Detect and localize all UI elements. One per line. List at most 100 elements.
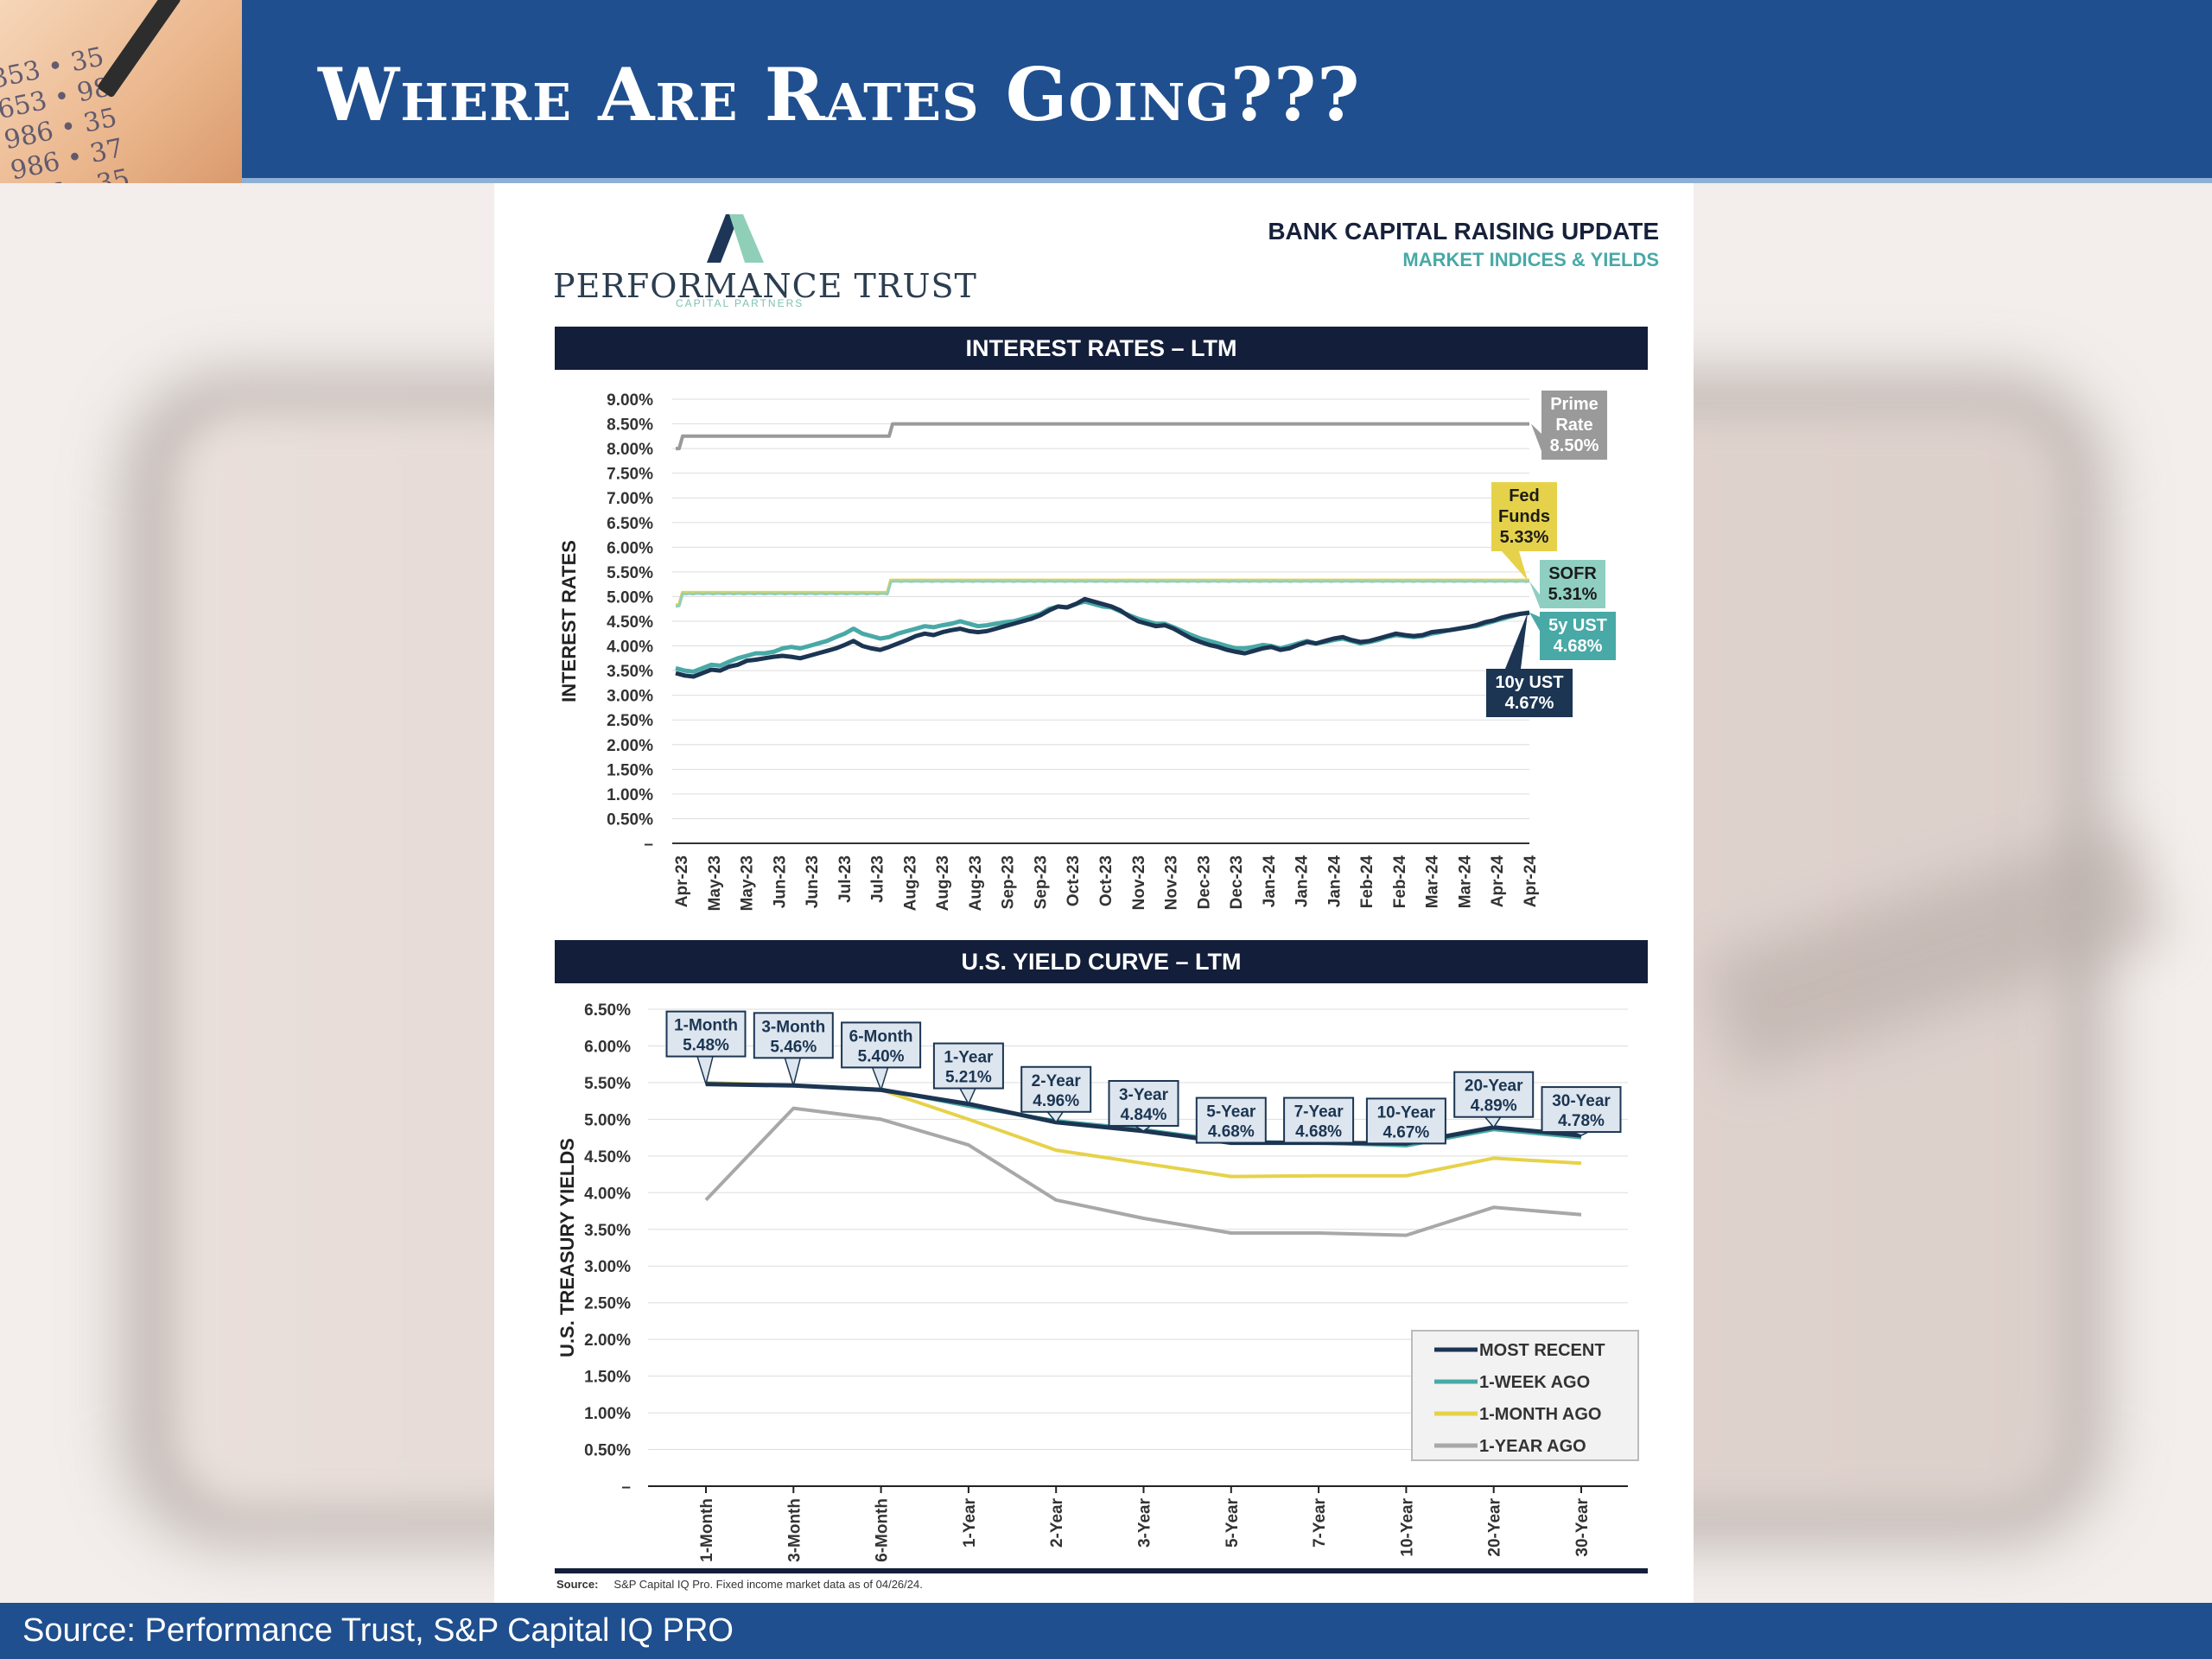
chart2-legend xyxy=(1411,1330,1639,1461)
source-note: Source: S&P Capital IQ Pro. Fixed income … xyxy=(556,1578,923,1591)
prime-callout-box xyxy=(1541,391,1607,460)
sofr-line xyxy=(675,580,1530,608)
sofr-callout-text: SOFR xyxy=(1548,564,1597,583)
ust5-callout-text: 5y UST xyxy=(1548,616,1607,635)
footer-source: Source: Performance Trust, S&P Capital I… xyxy=(22,1612,734,1649)
document-subtitle: MARKET INDICES & YIELDS xyxy=(1402,249,1659,270)
yield-callout-box xyxy=(1283,1096,1355,1144)
yield-callout-box xyxy=(932,1042,1004,1090)
prime-callout-text: Prime xyxy=(1550,395,1599,414)
ust5-callout-box xyxy=(1540,612,1616,660)
yield-callout-value: 4.89% xyxy=(1471,1097,1517,1116)
ust10-callout-box xyxy=(1486,669,1573,717)
chart2-ytick: – xyxy=(621,1478,631,1497)
logo-name: PERFORMANCE TRUST xyxy=(553,267,977,305)
yield-callout-value: 4.78% xyxy=(1558,1112,1605,1130)
document-title: BANK CAPITAL RAISING UPDATE xyxy=(1268,218,1659,245)
chart2-ytick: 5.50% xyxy=(584,1075,631,1093)
yield-callout-label: 10-Year xyxy=(1377,1103,1436,1122)
yield-callout-box xyxy=(1541,1086,1622,1134)
yield-callout-box xyxy=(753,1012,834,1059)
yield-callout-label: 1-Year xyxy=(944,1049,994,1067)
chart2-xtick: 2-Year xyxy=(1048,1497,1066,1548)
sofr-callout-text: 5.31% xyxy=(1548,585,1598,604)
chart1-title-band: INTEREST RATES – LTM xyxy=(555,327,1648,370)
header-thumbnail: 353 • 35 653 • 98 986 • 35 986 • 37 986 … xyxy=(0,0,242,183)
chart2-ytick: 4.00% xyxy=(584,1185,631,1203)
chart1-ytick: 4.00% xyxy=(607,639,653,657)
sofr-callout-box xyxy=(1540,560,1605,608)
chart2-xtick: 30-Year xyxy=(1573,1497,1592,1556)
chart2-xtick: 10-Year xyxy=(1398,1497,1416,1556)
chart2-xtick: 1-Month xyxy=(698,1498,716,1562)
yield-callout-label: 5-Year xyxy=(1206,1103,1256,1122)
chart1-xtick: Aug-23 xyxy=(901,855,919,911)
yield-callout-label: 6-Month xyxy=(849,1027,913,1046)
chart1-ytick: 3.00% xyxy=(607,688,653,706)
yield-callout-pointer xyxy=(696,1055,714,1087)
chart1-ytick: 3.50% xyxy=(607,663,653,681)
chart1-ytick: 6.00% xyxy=(607,539,653,557)
chart2-ytick: 4.50% xyxy=(584,1148,631,1166)
legend-label: 1-MONTH AGO xyxy=(1479,1405,1601,1424)
chart1-xtick: Dec-23 xyxy=(1228,855,1246,909)
yield-callout-pointer xyxy=(784,1057,802,1089)
chart1-xtick: Apr-23 xyxy=(673,855,691,907)
chart1-xtick: Sep-23 xyxy=(1032,855,1050,909)
yield-curve-chart: – 0.50% 1.00% 1.50% 2.00% 2.50% 3.00% 3.50% 4.00… xyxy=(556,1001,1639,1562)
chart1-xtick: Nov-23 xyxy=(1163,855,1181,910)
yield-callout-value: 5.46% xyxy=(770,1038,817,1056)
chart1-ytick: 6.50% xyxy=(607,515,653,533)
fed-callout-text: 5.33% xyxy=(1500,528,1549,547)
yield-callout-box xyxy=(1453,1071,1535,1118)
legend-label: 1-YEAR AGO xyxy=(1479,1437,1586,1456)
yield-callout-value: 4.68% xyxy=(1208,1123,1255,1141)
chart1-xtick: May-23 xyxy=(739,855,757,911)
chart2-ytick: 5.00% xyxy=(584,1111,631,1129)
yield-callout-box xyxy=(1195,1096,1267,1144)
chart2-ylabel: U.S. TREASURY YIELDS xyxy=(556,1138,578,1357)
chart2-xtick: 3-Year xyxy=(1136,1497,1154,1548)
chart1-ytick: 1.00% xyxy=(607,786,653,804)
ust10-callout-text: 10y UST xyxy=(1496,673,1564,692)
chart2-xtick: 6-Month xyxy=(874,1498,892,1562)
fed-callout-pointer xyxy=(1502,551,1528,581)
chart1-ytick: 5.00% xyxy=(607,588,653,607)
chart1-xtick: Jan-24 xyxy=(1261,855,1279,908)
chart1-ytick: 7.00% xyxy=(607,490,653,508)
yield-callout-pointer xyxy=(871,1066,889,1092)
chart1-ytick: 2.50% xyxy=(607,712,653,730)
chart1-xtick: Apr-24 xyxy=(1522,855,1540,908)
chart1-xtick: Feb-24 xyxy=(1391,855,1409,909)
chart2-ytick: 6.00% xyxy=(584,1038,631,1056)
ust10-line xyxy=(675,596,1530,679)
yield-callout-box xyxy=(1020,1065,1092,1113)
chart2-ytick: 6.50% xyxy=(584,1001,631,1020)
prime-callout-text: 8.50% xyxy=(1550,436,1599,455)
chart1-ytick: 0.50% xyxy=(607,810,653,829)
yield-callout-label: 3-Month xyxy=(761,1018,825,1036)
source-text: S&P Capital IQ Pro. Fixed income market … xyxy=(613,1578,923,1591)
header-rule xyxy=(242,178,2212,183)
yield-callout-box xyxy=(665,1010,747,1058)
prime-rate-line xyxy=(676,422,1529,451)
yield-callout-value: 4.96% xyxy=(1033,1092,1079,1110)
chart1-xtick: Jun-23 xyxy=(771,855,789,908)
yield-callout-label: 7-Year xyxy=(1294,1103,1344,1122)
chart1-xtick: Sep-23 xyxy=(1000,855,1018,909)
logo-subtitle: CAPITAL PARTNERS xyxy=(676,297,804,309)
yield-callout-value: 4.68% xyxy=(1295,1123,1342,1141)
pen-icon xyxy=(96,0,182,99)
chart1-xtick: May-23 xyxy=(706,855,724,911)
chart1-ytick: 2.00% xyxy=(607,737,653,755)
slide-footer: Source: Performance Trust, S&P Capital I… xyxy=(0,1603,2212,1659)
legend-label: MOST RECENT xyxy=(1479,1341,1605,1360)
chart1-xtick: Jul-23 xyxy=(836,855,855,903)
chart2-xtick: 7-Year xyxy=(1311,1497,1329,1548)
chart1-ytick: 7.50% xyxy=(607,466,653,484)
chart2-xtick: 20-Year xyxy=(1486,1497,1504,1556)
chart1-ytick: 5.50% xyxy=(607,564,653,582)
yield-callout-box xyxy=(1365,1097,1446,1145)
fed-callout-text: Fed xyxy=(1509,486,1540,505)
ust5-callout-text: 4.68% xyxy=(1554,637,1603,656)
